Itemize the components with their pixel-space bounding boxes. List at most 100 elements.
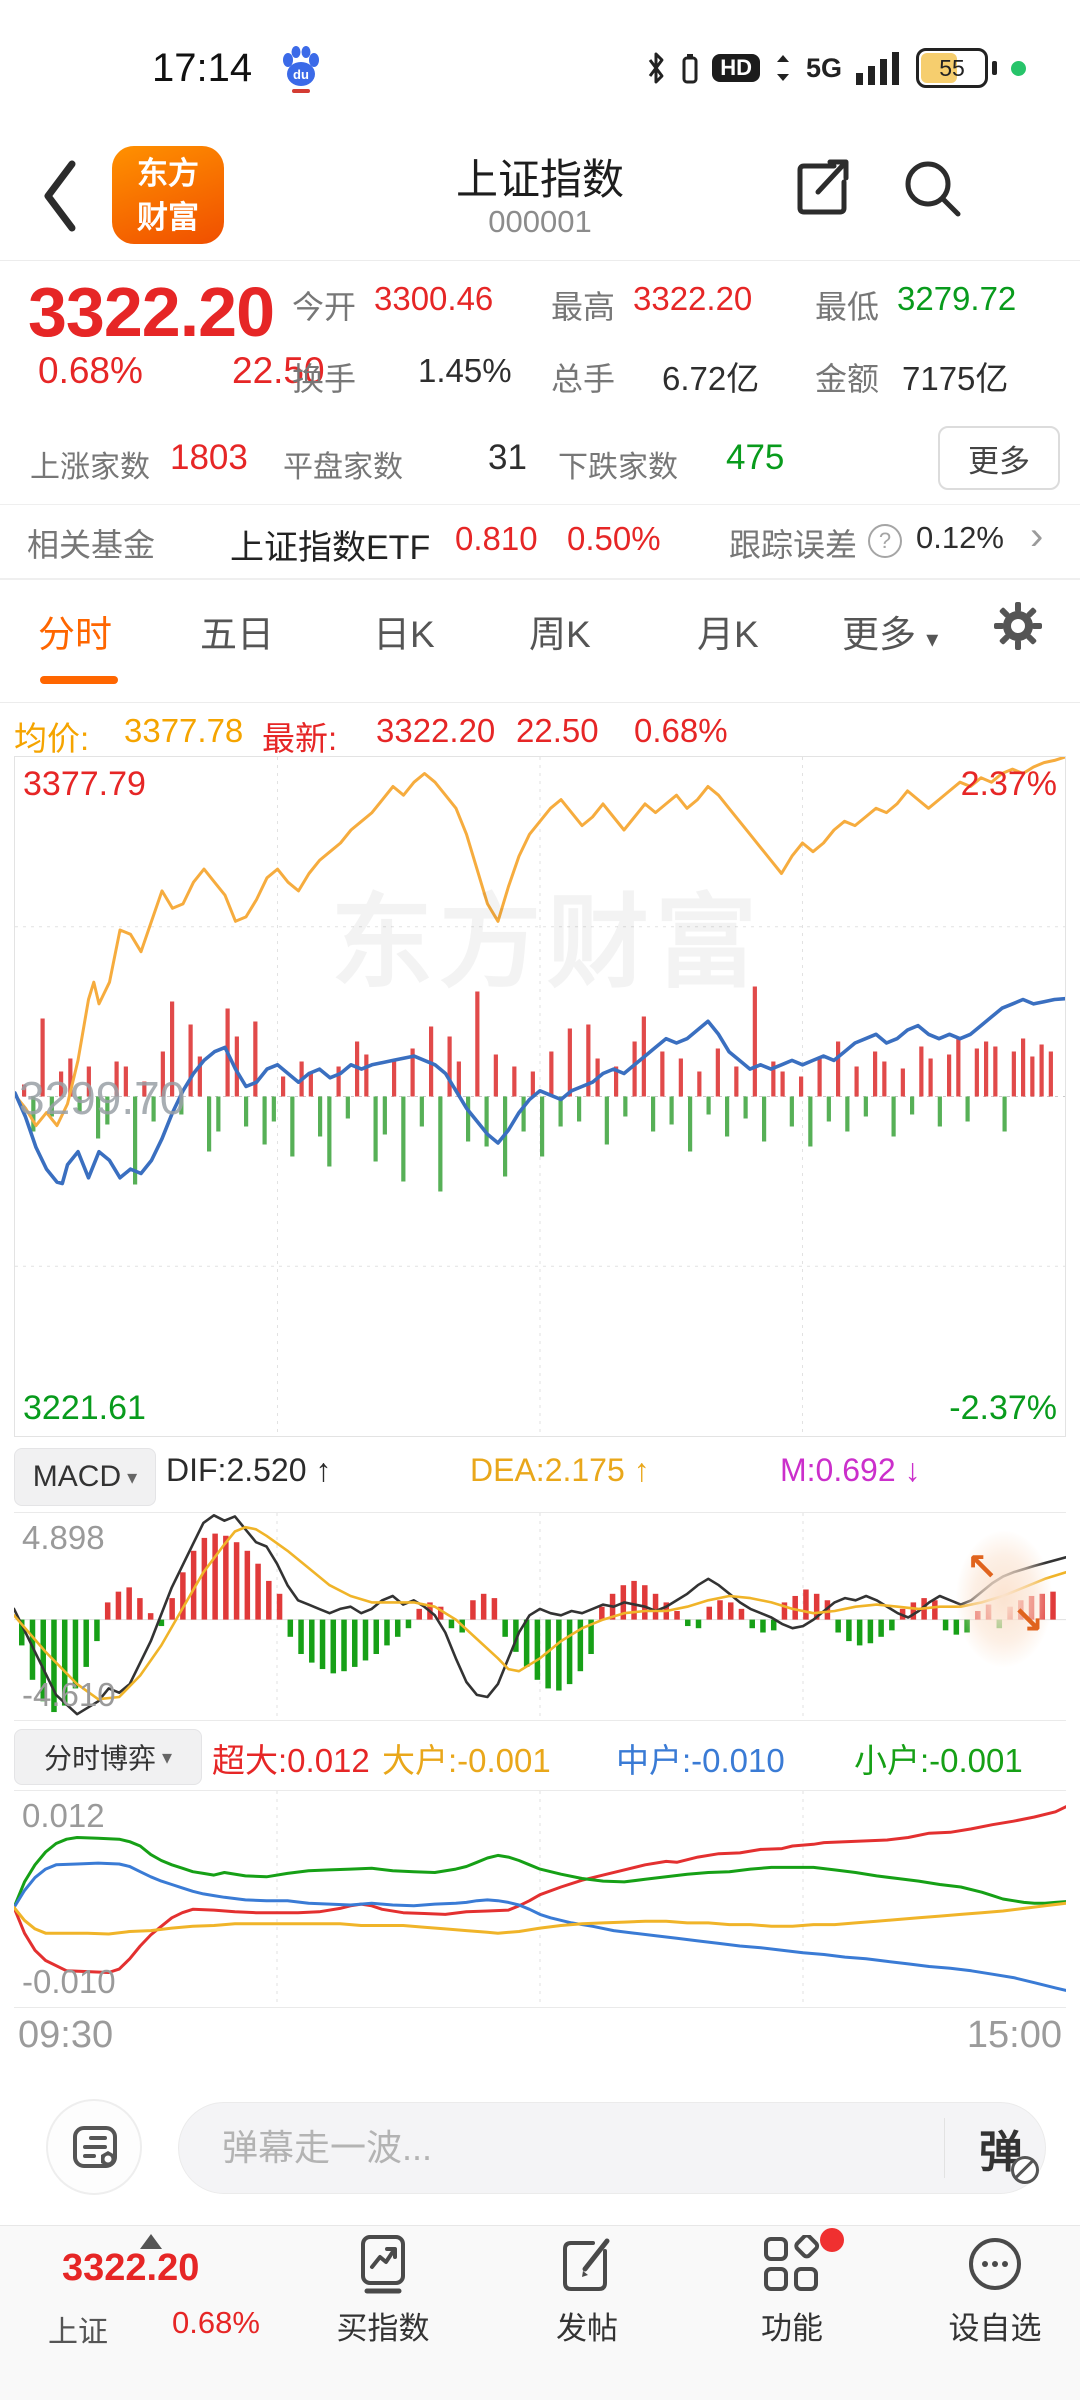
expand-hint-icon[interactable]: ↖ ↘ [956, 1531, 1052, 1667]
field-low-value: 3279.72 [897, 280, 1017, 317]
more-button[interactable]: 更多 [938, 426, 1060, 490]
nav-post[interactable]: 发帖 [556, 2311, 618, 2346]
tab-timeshare[interactable]: 分时 [38, 614, 112, 655]
tracking-error-value: 0.12% [916, 520, 1004, 555]
eastmoney-logo: 东方 财富 [112, 146, 224, 244]
stock-code: 000001 [488, 204, 592, 239]
caret-down-icon: ▾ [161, 1746, 173, 1769]
field-open-value: 3300.46 [374, 280, 494, 317]
divider [0, 504, 1080, 505]
game-super-large: 超大:0.012 [212, 1742, 370, 1779]
comment-placeholder: 弹幕走一波... [222, 2127, 433, 2168]
game-indicator-name: 分时博弈 [43, 1743, 156, 1774]
network-type: 5G [805, 52, 842, 83]
field-high-value: 3322.20 [633, 280, 753, 317]
add-watchlist-icon[interactable] [967, 2235, 1023, 2295]
tab-weekly-k[interactable]: 周K [529, 614, 591, 655]
nav-index-percent: 0.68% [172, 2305, 260, 2340]
nav-functions[interactable]: 功能 [761, 2311, 823, 2346]
macd-chart[interactable]: 4.898 -4.610 ↖ ↘ [14, 1512, 1066, 1721]
tab-5day[interactable]: 五日 [200, 614, 274, 655]
small-battery-icon [682, 54, 698, 84]
tab-daily-k[interactable]: 日K [373, 614, 435, 655]
axis-end-time: 15:00 [966, 2014, 1062, 2056]
share-icon[interactable] [794, 158, 852, 218]
macd-m: M:0.692 ↓ [780, 1452, 921, 1489]
status-icons: HD 5G 55 [644, 48, 1026, 88]
triangle-up-icon [140, 2234, 162, 2249]
notification-badge [820, 2228, 844, 2252]
danmu-settings-button[interactable] [46, 2099, 142, 2195]
macd-dea: DEA:2.175 ↑ [470, 1452, 650, 1489]
field-turnover-label: 换手 [292, 361, 357, 397]
buy-index-icon[interactable] [355, 2235, 411, 2295]
chart-max-percent: 2.37% [960, 765, 1057, 803]
tab-more[interactable]: 更多 ▾ [842, 604, 938, 658]
search-icon[interactable] [900, 156, 964, 220]
field-turnover-value: 1.45% [418, 352, 512, 389]
tab-monthly-k[interactable]: 月K [697, 614, 759, 655]
caret-down-icon: ▾ [127, 1466, 138, 1489]
flat-label: 平盘家数 [283, 451, 403, 484]
logo-line1: 东方 [137, 156, 199, 191]
nav-buy-index[interactable]: 买指数 [336, 2311, 430, 2346]
nav-index-price[interactable]: 3322.20 [62, 2247, 200, 2289]
field-amount-label: 金额 [815, 361, 880, 397]
game-medium: 中户:-0.010 [616, 1742, 785, 1779]
danmu-toggle-button[interactable]: 弹 [956, 2102, 1046, 2194]
post-icon[interactable] [559, 2235, 615, 2295]
logo-line2: 财富 [137, 200, 199, 235]
tracking-error-label: 跟踪误差 [729, 527, 858, 563]
arrow-down-right-icon: ↘ [1012, 1600, 1044, 1642]
flat-count: 31 [488, 438, 527, 477]
chart-min-percent: -2.37% [949, 1389, 1057, 1427]
last-price-label: 最新: [262, 720, 338, 757]
up-arrow-icon: ↑ [315, 1452, 332, 1488]
comment-input[interactable] [178, 2102, 1046, 2194]
nav-index-name: 上证 [48, 2316, 108, 2349]
header-divider [0, 260, 1080, 261]
field-low-label: 最低 [815, 289, 880, 325]
field-volume-label: 总手 [551, 361, 616, 397]
baidu-app-icon: du [283, 46, 319, 93]
tab-active-underline [40, 676, 118, 684]
field-amount-value: 7175亿 [902, 360, 1009, 397]
advancers-label: 上涨家数 [30, 451, 150, 484]
chart-prevclose-label: 3299.70 [19, 1072, 186, 1124]
hd-badge: HD [712, 54, 760, 82]
down-arrow-icon: ↓ [904, 1452, 921, 1488]
change-value: 22.50 [232, 350, 325, 391]
help-icon[interactable]: ? [868, 524, 902, 558]
chevron-right-icon[interactable]: › [1030, 514, 1044, 558]
divider [0, 578, 1080, 580]
advancers-count: 1803 [170, 438, 248, 477]
fund-percent: 0.50% [567, 520, 661, 557]
game-min-label: -0.010 [22, 1963, 116, 2000]
nav-add-watchlist[interactable]: 设自选 [948, 2311, 1042, 2346]
macd-chart-canvas [14, 1513, 1066, 1720]
indicator-selector[interactable]: MACD ▾ [14, 1448, 156, 1506]
macd-dea-value: DEA:2.175 [470, 1452, 625, 1488]
chart-max-label: 3377.79 [23, 765, 146, 803]
functions-icon[interactable] [762, 2235, 820, 2295]
updown-arrows-icon [776, 55, 789, 81]
fund-nav: 0.810 [455, 520, 538, 557]
gear-icon[interactable] [992, 600, 1044, 652]
avg-price-value: 3377.78 [124, 712, 244, 749]
bluetooth-icon [648, 52, 664, 84]
privacy-dot [1011, 60, 1026, 76]
last-change-value: 22.50 [516, 712, 599, 749]
caret-down-icon: ▾ [926, 626, 939, 653]
game-small: 小户:-0.001 [854, 1742, 1023, 1779]
up-arrow-icon: ↑ [633, 1452, 650, 1488]
signal-bars-icon [856, 52, 899, 85]
field-open-label: 今开 [292, 289, 357, 325]
game-indicator-selector[interactable]: 分时博弈 ▾ [14, 1729, 202, 1785]
game-chart[interactable]: 0.012 -0.010 [14, 1790, 1066, 2008]
comment-divider [944, 2118, 945, 2178]
fund-name[interactable]: 上证指数ETF [230, 529, 431, 567]
back-button[interactable] [38, 158, 82, 234]
